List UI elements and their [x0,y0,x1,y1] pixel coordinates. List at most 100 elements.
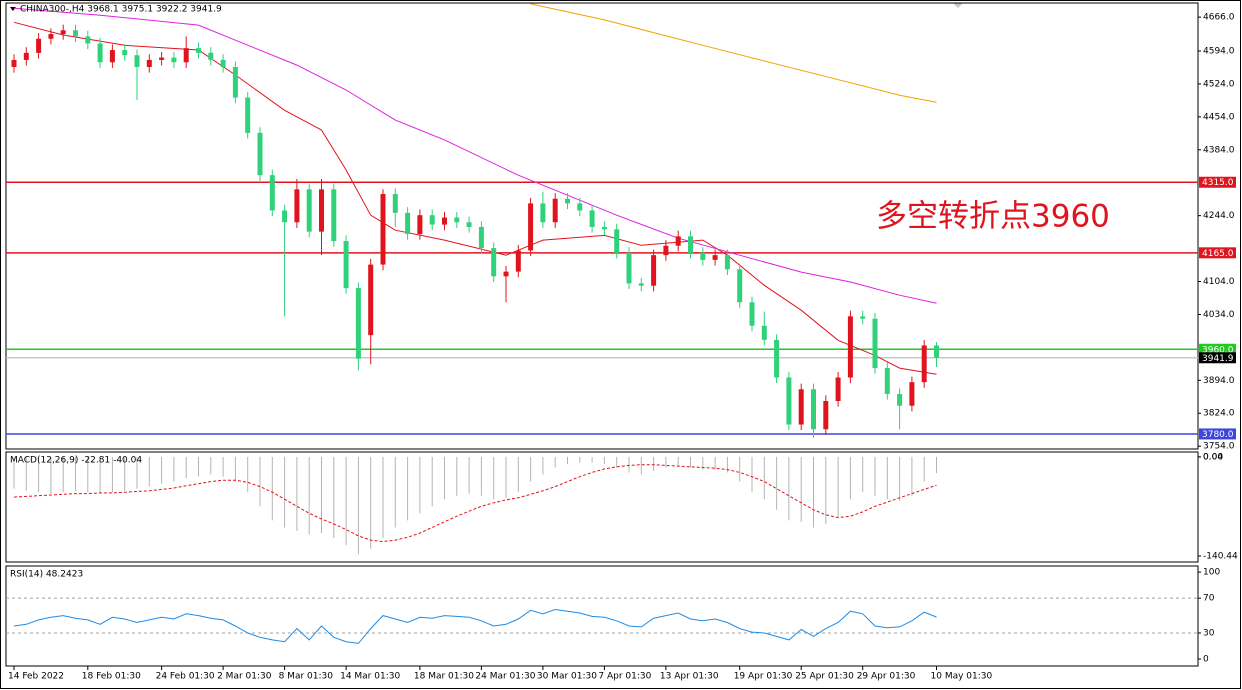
level-label-box [1199,247,1236,259]
candle-body [282,210,288,223]
panel-title: MACD(12,26,9) -22.81 -40.04 [10,456,142,466]
x-tick-label: 18 Feb 01:30 [82,672,141,682]
candle-body [429,215,435,225]
candle-body [23,52,29,60]
candle-body [934,345,939,358]
candle-body [319,189,324,232]
x-tick-label: 14 Feb 2022 [8,672,64,682]
candle-body [380,194,386,265]
candle-body [860,316,866,319]
candle-body [589,210,595,227]
panel-frame [5,451,1199,563]
candle-body [183,48,189,63]
candle-body [688,236,693,253]
y-tick-label: 4454.0 [1203,112,1235,122]
y-tick-label: 4524.0 [1203,79,1235,89]
y-tick-label: 0 [1203,655,1209,665]
candle-body [454,217,460,223]
candle-body [552,198,558,223]
x-tick-label: 10 May 01:30 [931,672,993,682]
candle-body [786,377,792,425]
level-label: 3960.0 [1202,345,1234,355]
rsi-line [13,608,937,644]
level-label-box [1199,343,1236,355]
x-tick-label: 25 Apr 01:30 [795,672,854,682]
candle-body [269,175,275,211]
candle-body [159,57,165,60]
y-tick-label: 4666.0 [1203,13,1235,23]
y-tick-label: 3754.0 [1203,442,1235,452]
candle-body [577,203,583,211]
candle-body [528,203,534,251]
candle-body [146,59,152,67]
x-tick-label: 8 Mar 01:30 [279,672,334,682]
candle-body [724,255,730,270]
candle-body [306,189,312,232]
candle-body [405,212,411,234]
y-tick-label: 0.04 [1203,452,1223,462]
candle-body [36,38,42,53]
candle-body [257,132,263,176]
candle-body [651,255,657,286]
annotation: 多空转折点3960 [876,199,1110,235]
candle-body [835,377,841,402]
x-tick-label: 24 Feb 01:30 [156,672,215,682]
candle-body [638,283,644,286]
candle-body [565,198,570,204]
y-tick-label: 3894.0 [1203,376,1235,386]
chart-title: CHINA300-,H4 3968.1 3975.1 3922.2 3941.9 [20,5,222,15]
y-tick-label: 4104.0 [1203,277,1235,287]
candle-body [811,389,816,430]
plot-area [6,3,1198,438]
x-tick-label: 2 Mar 01:30 [217,672,272,682]
candle-body [331,189,337,242]
candle-body [355,288,361,359]
candle-body [921,345,927,383]
candle-body [626,252,632,284]
candle-body [48,34,54,39]
candle-body [897,393,903,406]
y-tick-label: 30 [1203,628,1215,638]
panel-title: RSI(14) 48.2423 [10,570,83,580]
candle-body [798,389,804,425]
candle-body [737,269,743,303]
x-tick-label: 19 Apr 01:30 [734,672,793,682]
candle-body [675,236,681,246]
y-tick-label: 0.00 [1203,452,1223,462]
y-tick-label: 4034.0 [1203,310,1235,320]
candle-body [417,215,423,234]
panel-frame [5,2,1199,450]
level-label-box [1199,352,1236,364]
y-tick-label: 4384.0 [1203,145,1235,155]
candle-body [847,316,853,378]
candle-body [134,55,140,67]
candle-body [466,222,472,227]
shift-marker [953,3,963,8]
candle-body [872,318,878,369]
candle-body [540,203,546,223]
y-tick-label: 3824.0 [1203,409,1235,419]
candle-body [73,30,78,37]
plot-area [6,597,1198,644]
x-tick-label: 24 Mar 01:30 [475,672,535,682]
level-label: 3941.9 [1202,354,1234,364]
level-label: 4165.0 [1202,249,1234,259]
x-tick-label: 29 Apr 01:30 [857,672,916,682]
candle-body [85,36,91,44]
candle-body [774,339,780,378]
level-label: 3780.0 [1202,430,1234,440]
candle-body [663,245,669,256]
candle-body [749,302,755,326]
x-tick-label: 18 Mar 01:30 [414,672,474,682]
candle-body [601,226,607,230]
candle-body [122,50,128,56]
candle-body [712,255,718,260]
candle-body [97,43,103,63]
candle-body [503,271,509,277]
candle-body [442,217,447,225]
moving-average [530,3,937,103]
x-tick-label: 14 Mar 01:30 [340,672,400,682]
